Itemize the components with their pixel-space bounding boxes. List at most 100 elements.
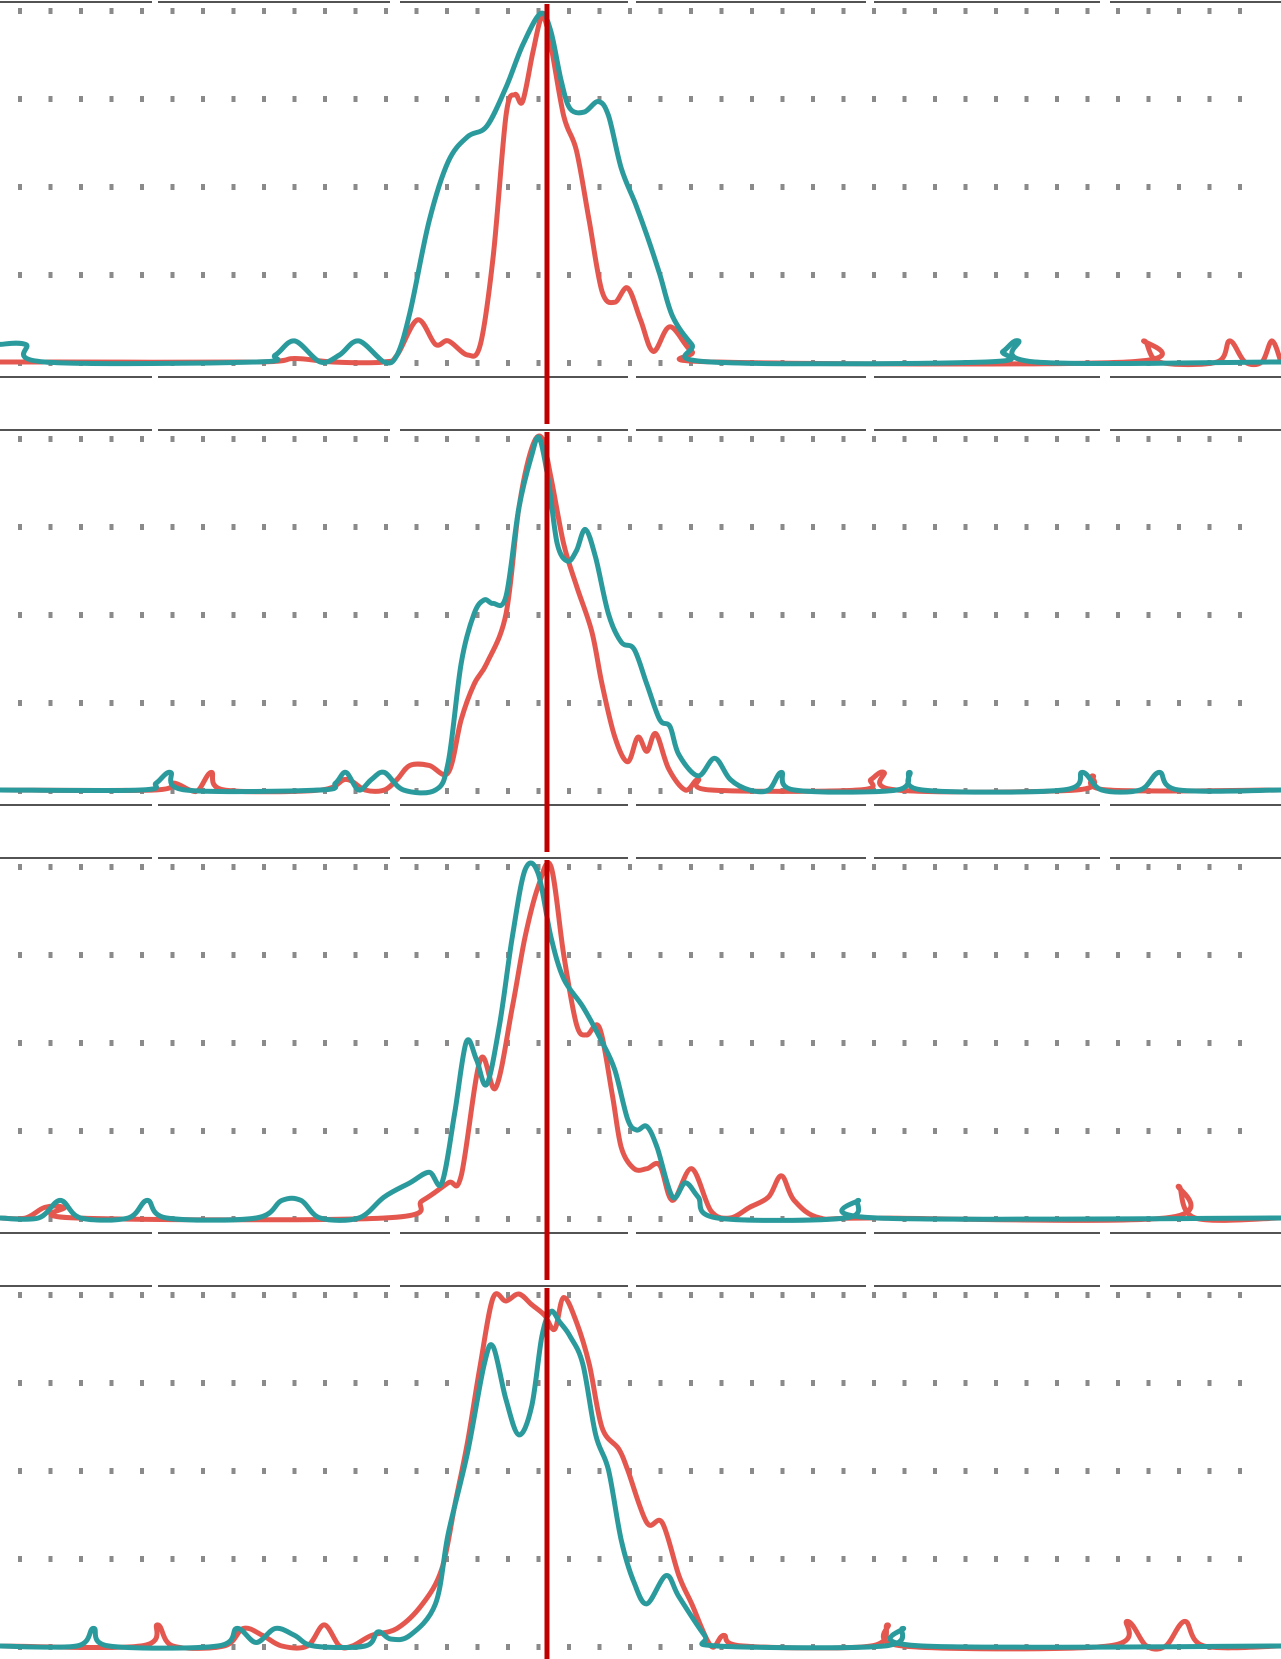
grid-dot <box>1146 1040 1151 1046</box>
grid-dot <box>170 612 175 618</box>
grid-dot <box>1238 524 1242 530</box>
grid-dot <box>475 864 480 870</box>
grid-dot <box>1177 184 1181 190</box>
grid-dot <box>689 436 693 442</box>
grid-dot <box>1116 1556 1120 1562</box>
grid-dot <box>18 524 22 530</box>
grid-dot <box>1146 524 1151 530</box>
grid-dot <box>1024 184 1029 190</box>
grid-dot <box>933 1468 937 1474</box>
grid-dot <box>567 952 571 958</box>
grid-dot <box>872 8 876 14</box>
grid-dot <box>1055 864 1059 870</box>
grid-dot <box>140 436 144 442</box>
grid-dot <box>353 612 358 618</box>
grid-dot <box>872 1380 876 1386</box>
grid-dot <box>597 788 602 794</box>
grid-dot <box>475 436 480 442</box>
grid-dot <box>18 952 22 958</box>
grid-dot <box>628 864 632 870</box>
grid-dot <box>1024 96 1029 102</box>
grid-dot <box>872 436 876 442</box>
grid-dot <box>1024 1292 1029 1298</box>
grid-dot <box>567 1292 571 1298</box>
grid-dot <box>872 612 876 618</box>
grid-dot <box>1085 8 1090 14</box>
grid-dot <box>1238 272 1242 278</box>
grid-dot <box>780 96 785 102</box>
grid-dot <box>811 612 815 618</box>
grid-dot <box>750 952 754 958</box>
grid-dot <box>567 8 571 14</box>
grid-dot <box>79 96 83 102</box>
grid-dot <box>628 700 632 706</box>
grid-dot <box>1085 864 1090 870</box>
grid-dot <box>201 8 205 14</box>
grid-dot <box>658 184 663 190</box>
grid-dot <box>536 1556 541 1562</box>
grid-dot <box>414 184 419 190</box>
grid-dot <box>658 360 663 366</box>
grid-dot <box>780 700 785 706</box>
grid-dot <box>1116 1292 1120 1298</box>
grid-dot <box>902 524 907 530</box>
grid-dot <box>323 1128 327 1134</box>
grid-dot <box>811 524 815 530</box>
grid-dot <box>933 96 937 102</box>
grid-dot <box>963 96 968 102</box>
grid-dot <box>597 8 602 14</box>
grid-dot <box>628 272 632 278</box>
grid-dot <box>475 612 480 618</box>
grid-dot <box>628 1216 632 1222</box>
grid-dot <box>48 700 53 706</box>
grid-dot <box>1207 524 1212 530</box>
grid-dot <box>231 700 236 706</box>
grid-dot <box>231 8 236 14</box>
grid-dot <box>1238 864 1242 870</box>
grid-dot <box>1055 524 1059 530</box>
grid-dot <box>750 272 754 278</box>
grid-dot <box>292 1292 297 1298</box>
grid-dot <box>140 272 144 278</box>
grid-dot <box>262 524 266 530</box>
grid-dot <box>1055 1556 1059 1562</box>
grid-dot <box>719 1556 724 1562</box>
grid-dot <box>506 360 510 366</box>
grid-dot <box>1055 952 1059 958</box>
grid-dot <box>933 1556 937 1562</box>
grid-dot <box>384 612 388 618</box>
grid-dot <box>79 612 83 618</box>
grid-dot <box>140 1128 144 1134</box>
grid-dot <box>597 1468 602 1474</box>
grid-dot <box>597 1292 602 1298</box>
grid-dot <box>689 612 693 618</box>
grid-dot <box>1207 1468 1212 1474</box>
grid-dot <box>414 1380 419 1386</box>
grid-dot <box>811 272 815 278</box>
grid-dot <box>445 1468 449 1474</box>
grid-dot <box>902 184 907 190</box>
grid-dot <box>719 1380 724 1386</box>
grid-dot <box>597 864 602 870</box>
grid-dot <box>506 1556 510 1562</box>
grid-dot <box>567 184 571 190</box>
grid-dot <box>475 1216 480 1222</box>
grid-dot <box>79 184 83 190</box>
grid-dot <box>231 612 236 618</box>
grid-dot <box>841 436 846 442</box>
grid-dot <box>292 1556 297 1562</box>
grid-dot <box>536 360 541 366</box>
grid-dot <box>1024 864 1029 870</box>
grid-dot <box>445 184 449 190</box>
grid-dot <box>1024 1468 1029 1474</box>
grid-dot <box>628 436 632 442</box>
grid-dot <box>567 360 571 366</box>
grid-dot <box>323 184 327 190</box>
grid-dot <box>1177 700 1181 706</box>
grid-dot <box>262 700 266 706</box>
grid-dot <box>1055 96 1059 102</box>
grid-dot <box>1238 436 1242 442</box>
grid-dot <box>231 1644 236 1650</box>
grid-dot <box>353 788 358 794</box>
grid-dot <box>628 1040 632 1046</box>
